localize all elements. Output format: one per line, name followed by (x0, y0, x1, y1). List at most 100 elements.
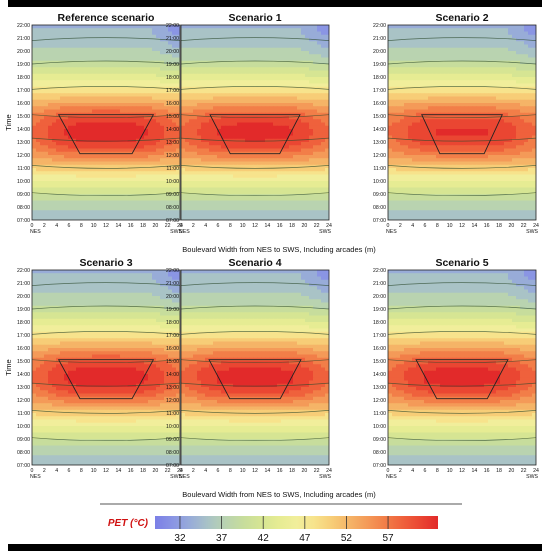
heatmap-cell (241, 122, 246, 127)
heatmap-cell (140, 70, 145, 75)
heatmap-cell (132, 70, 137, 75)
heatmap-cell (289, 41, 294, 46)
y-tick-label: 15:00 (166, 114, 179, 120)
heatmap-cell (273, 86, 278, 91)
heatmap-cell (297, 77, 302, 81)
heatmap-cell (164, 28, 169, 33)
heatmap-cell (388, 34, 393, 39)
heatmap-cell (285, 60, 290, 65)
heatmap-cell (185, 51, 190, 55)
heatmap-cell (76, 57, 81, 62)
heatmap-cell (277, 116, 282, 120)
heatmap-cell (229, 129, 234, 133)
heatmap-cell (313, 83, 318, 88)
heatmap-cell (72, 184, 77, 189)
heatmap-cell (400, 54, 405, 59)
heatmap-cell (116, 109, 121, 114)
heatmap-cell (96, 106, 101, 111)
heatmap-cell (277, 103, 282, 107)
heatmap-cell (168, 64, 173, 68)
heatmap-cell (100, 158, 105, 163)
heatmap-cell (237, 31, 242, 36)
heatmap-cell (189, 106, 194, 111)
heatmap-cell (80, 155, 85, 159)
heatmap-cell (112, 31, 117, 36)
heatmap-cell (44, 197, 49, 202)
heatmap-cell (68, 51, 73, 55)
heatmap-cell (313, 34, 318, 39)
heatmap-cell (164, 47, 169, 52)
heatmap-cell (217, 119, 222, 124)
heatmap-cell (209, 158, 214, 163)
heatmap-cell (217, 77, 222, 81)
heatmap-cell (269, 177, 274, 182)
heatmap-cell (297, 161, 302, 166)
heatmap-cell (217, 109, 222, 114)
heatmap-cell (132, 207, 137, 211)
heatmap-cell (404, 41, 409, 46)
heatmap-cell (293, 25, 298, 29)
heatmap-cell (64, 83, 69, 88)
heatmap-cell (140, 125, 145, 130)
heatmap-cell (301, 86, 306, 91)
heatmap-cell (452, 38, 457, 42)
y-tick-label: 07:00 (166, 218, 179, 224)
heatmap-cell (432, 38, 437, 42)
heatmap-cell (189, 96, 194, 101)
heatmap-cell (321, 151, 326, 156)
heatmap-cell (209, 213, 214, 218)
heatmap-cell (108, 125, 113, 130)
heatmap-cell (128, 99, 133, 104)
heatmap-cell (148, 168, 153, 172)
heatmap-cell (313, 41, 318, 46)
heatmap-cell (128, 67, 133, 72)
heatmap-cell (72, 28, 77, 33)
heatmap-cell (480, 38, 485, 42)
heatmap-cell (84, 184, 89, 189)
heatmap-cell (181, 187, 186, 192)
heatmap-cell (100, 83, 105, 88)
heatmap-cell (273, 96, 278, 101)
heatmap-cell (181, 90, 186, 94)
heatmap-cell (309, 57, 314, 62)
heatmap-cell (233, 174, 238, 179)
heatmap-cell (104, 73, 109, 78)
heatmap-cell (48, 161, 53, 166)
heatmap-cell (321, 197, 326, 202)
heatmap-cell (156, 168, 161, 172)
heatmap-cell (60, 174, 65, 179)
heatmap-cell (301, 135, 306, 140)
heatmap-cell (132, 28, 137, 33)
heatmap-cell (108, 155, 113, 159)
heatmap-cell (480, 60, 485, 65)
heatmap-cell (269, 142, 274, 146)
heatmap-cell (317, 93, 322, 98)
heatmap-cell (72, 200, 77, 205)
heatmap-cell (273, 132, 278, 137)
heatmap-cell (209, 171, 214, 176)
heatmap-cell (96, 60, 101, 65)
heatmap-cell (124, 57, 129, 62)
heatmap-cell (321, 25, 326, 29)
heatmap-cell (261, 135, 266, 140)
heatmap-cell (273, 80, 278, 85)
heatmap-cell (144, 216, 149, 220)
heatmap-cell (124, 132, 129, 137)
heatmap-cell (229, 197, 234, 202)
heatmap-cell (32, 210, 37, 215)
heatmap-cell (80, 31, 85, 36)
heatmap-cell (436, 54, 441, 59)
heatmap-cell (460, 54, 465, 59)
heatmap-cell (168, 151, 173, 156)
heatmap-cell (197, 106, 202, 111)
heatmap-cell (160, 47, 165, 52)
heatmap-cell (468, 60, 473, 65)
heatmap-cell (257, 187, 262, 192)
heatmap-cell (205, 187, 210, 192)
heatmap-cell (32, 132, 37, 137)
heatmap-cell (281, 57, 286, 62)
heatmap-cell (257, 70, 262, 75)
heatmap-cell (245, 67, 250, 72)
heatmap-cell (181, 103, 186, 107)
heatmap-cell (108, 207, 113, 211)
